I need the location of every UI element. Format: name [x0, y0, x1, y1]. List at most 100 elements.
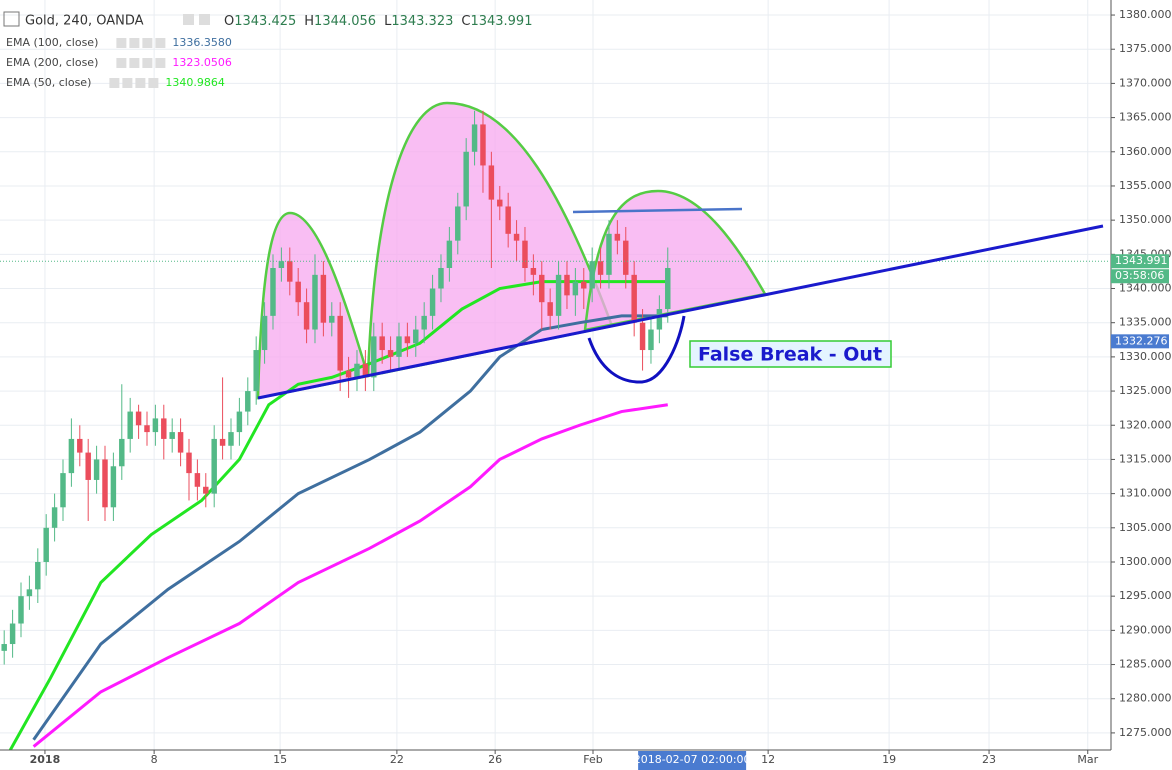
price-label-box	[1111, 254, 1169, 269]
candle-body	[623, 240, 629, 275]
resistance-line	[572, 207, 743, 214]
legend-name: EMA (50, close)	[6, 76, 91, 89]
candle-body	[203, 486, 209, 494]
legend-icon	[116, 38, 127, 48]
x-tick-label: Mar	[1077, 753, 1098, 766]
ohlc-value: 1343.323	[391, 14, 453, 29]
candle-body	[513, 233, 520, 241]
y-tick-label: 1355.000	[1119, 179, 1172, 192]
legend-value: 1323.0506	[172, 56, 232, 69]
annotation: False Break - Out	[698, 344, 882, 366]
candle-body	[463, 151, 469, 207]
x-tick-label: 22	[390, 753, 404, 766]
y-tick-label: 1350.000	[1119, 213, 1172, 226]
legend-icon	[155, 38, 166, 48]
candle-body	[60, 473, 66, 508]
candle-body	[228, 432, 234, 446]
candle-body	[253, 350, 259, 392]
ohlc: O1343.425 H1344.056 L1343.323 C1343.991	[224, 14, 532, 29]
candle-body	[287, 261, 293, 282]
menu-icon	[3, 11, 20, 27]
y-tick-label: 1275.000	[1119, 726, 1172, 739]
y-tick-label: 1290.000	[1119, 623, 1172, 636]
candle-body	[320, 274, 327, 323]
candle-body	[581, 281, 587, 289]
price-label-box	[1111, 334, 1169, 349]
candle-body	[278, 261, 285, 269]
countdown-box	[1111, 269, 1169, 284]
legend-icon	[109, 78, 120, 88]
candle-body	[631, 274, 637, 323]
x-tick-label: 19	[882, 753, 896, 766]
false-break-curve	[587, 315, 686, 384]
candle-body	[522, 240, 528, 269]
y-tick-label: 1325.000	[1119, 384, 1172, 397]
candle-body	[219, 438, 226, 446]
overlay: False Break - Out	[257, 207, 1104, 400]
candle-body	[270, 268, 276, 316]
candle-body	[161, 418, 167, 439]
ema-line	[32, 403, 668, 748]
y-tick-label: 1305.000	[1119, 521, 1172, 534]
candle-body	[497, 199, 503, 207]
candle-body	[18, 596, 24, 624]
y-tick-label: 1330.000	[1119, 350, 1172, 363]
candle-body	[236, 411, 243, 433]
candle-body	[354, 363, 360, 378]
candle-body	[119, 438, 125, 467]
annotation-box	[689, 340, 892, 368]
legend-icon	[142, 38, 153, 48]
y-tick-label: 1380.000	[1119, 8, 1172, 21]
candle-body	[539, 274, 545, 303]
candle-body	[102, 459, 108, 508]
legend-icon	[135, 78, 146, 88]
candle-body	[379, 336, 385, 351]
legend-icon	[129, 58, 140, 68]
candle-body	[43, 527, 49, 562]
ohlc-label: H	[304, 14, 314, 29]
marks	[0, 110, 1110, 755]
price-label: 1343.991	[1115, 254, 1168, 267]
candle-body	[329, 315, 335, 323]
candle-body	[26, 589, 33, 597]
candle-body	[68, 438, 75, 474]
crosshair-time-box	[638, 751, 747, 770]
candle-body	[371, 336, 377, 378]
icon	[199, 14, 210, 25]
ohlc-value: 1343.425	[234, 14, 296, 29]
candle-body	[303, 302, 310, 330]
y-tick-label: 1310.000	[1119, 487, 1172, 500]
candle-body	[438, 268, 444, 289]
candle-body	[345, 370, 352, 378]
ohlc-label: C	[461, 14, 470, 29]
candle-body	[471, 124, 478, 152]
candle-body	[77, 438, 83, 453]
y-tick-label: 1295.000	[1119, 589, 1172, 602]
candle-body	[211, 438, 217, 494]
symbol: Gold, 240, OANDA	[25, 14, 144, 29]
candle-body	[169, 432, 175, 439]
x-tick-label: 26	[488, 753, 502, 766]
y-tick-label: 1300.000	[1119, 555, 1172, 568]
price-label: 1332.276	[1115, 334, 1168, 347]
candle-body	[9, 623, 16, 645]
ohlc-label: L	[384, 14, 392, 29]
legend-icon	[142, 58, 153, 68]
y-tick-label: 1285.000	[1119, 658, 1172, 671]
y-tick-label: 1340.000	[1119, 282, 1172, 295]
candle-body	[505, 206, 511, 234]
x-tick-label: 8	[151, 753, 158, 766]
y-tick-label: 1365.000	[1119, 111, 1172, 124]
ohlc-value: 1343.991	[470, 14, 532, 29]
legend: Gold, 240, OANDA O1343.425 H1344.056 L1343…	[3, 11, 532, 89]
y-tick-label: 1320.000	[1119, 418, 1172, 431]
candle-body	[51, 507, 58, 528]
candle-body	[312, 274, 318, 330]
candle-body	[656, 309, 663, 330]
legend-icon	[116, 58, 127, 68]
y-tick-label: 1375.000	[1119, 42, 1172, 55]
y-tick-label: 1315.000	[1119, 452, 1172, 465]
candle-body	[597, 261, 604, 275]
